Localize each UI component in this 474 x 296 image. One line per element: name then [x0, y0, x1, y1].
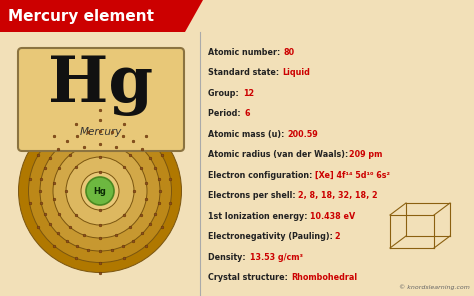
- Polygon shape: [0, 0, 203, 32]
- Text: Mercury: Mercury: [80, 127, 122, 137]
- Text: Density:: Density:: [208, 253, 251, 262]
- Text: [Xe] 4f¹⁴ 5d¹⁰ 6s²: [Xe] 4f¹⁴ 5d¹⁰ 6s²: [315, 171, 390, 180]
- Text: © knordslearning.com: © knordslearning.com: [399, 284, 470, 290]
- Circle shape: [18, 110, 182, 273]
- Text: Electron configuration:: Electron configuration:: [208, 171, 318, 180]
- Circle shape: [86, 177, 114, 205]
- Text: Mercury element: Mercury element: [8, 9, 154, 23]
- Circle shape: [40, 131, 160, 251]
- Text: Standard state:: Standard state:: [208, 68, 284, 77]
- Circle shape: [81, 172, 119, 210]
- Text: Hg: Hg: [93, 186, 107, 195]
- Text: Electronegativity (Pauling):: Electronegativity (Pauling):: [208, 232, 338, 241]
- Circle shape: [53, 144, 147, 238]
- Text: 10.438 eV: 10.438 eV: [310, 212, 355, 221]
- Text: Atomic mass (u):: Atomic mass (u):: [208, 130, 290, 139]
- Text: 200.59: 200.59: [287, 130, 318, 139]
- Text: 2, 8, 18, 32, 18, 2: 2, 8, 18, 32, 18, 2: [298, 191, 378, 200]
- Text: 209 pm: 209 pm: [349, 150, 383, 159]
- Text: 2: 2: [335, 232, 340, 241]
- Circle shape: [66, 157, 134, 225]
- Text: Group:: Group:: [208, 89, 244, 98]
- Text: 80: 80: [283, 48, 294, 57]
- Text: Atomic radius (van der Waals):: Atomic radius (van der Waals):: [208, 150, 354, 159]
- Text: 6: 6: [245, 109, 250, 118]
- Text: 13.53 g/cm³: 13.53 g/cm³: [250, 253, 303, 262]
- Text: Liquid: Liquid: [283, 68, 310, 77]
- Text: 1st Ionization energy:: 1st Ionization energy:: [208, 212, 313, 221]
- Text: Period:: Period:: [208, 109, 246, 118]
- Text: 12: 12: [243, 89, 254, 98]
- Text: Rhombohedral: Rhombohedral: [291, 273, 357, 282]
- Text: Electrons per shell:: Electrons per shell:: [208, 191, 301, 200]
- Text: Crystal structure:: Crystal structure:: [208, 273, 293, 282]
- Circle shape: [28, 120, 172, 263]
- Text: Atomic number:: Atomic number:: [208, 48, 286, 57]
- Text: Hg: Hg: [48, 55, 154, 116]
- FancyBboxPatch shape: [18, 48, 184, 151]
